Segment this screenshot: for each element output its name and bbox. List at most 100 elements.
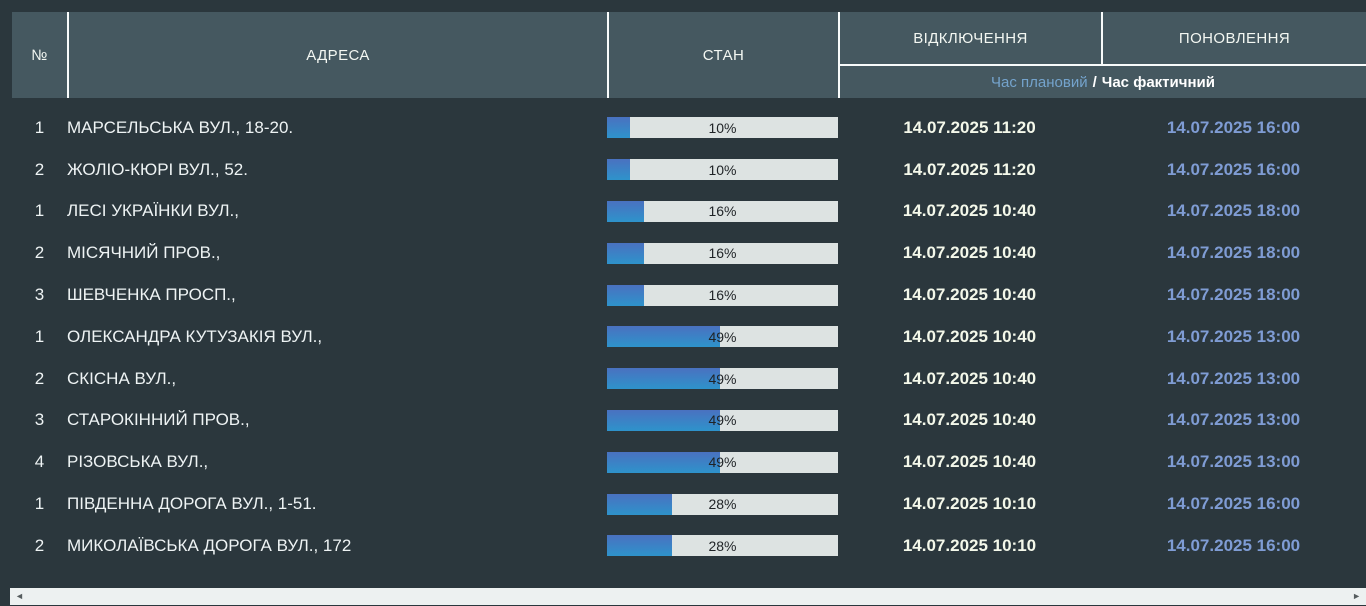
progress-fill <box>607 326 721 348</box>
subheader-time-legend: Час плановий / Час фактичний <box>840 66 1366 98</box>
outage-time: 14.07.2025 10:40 <box>902 285 1037 305</box>
column-divider <box>67 12 69 98</box>
table-row: 2 СКІСНА ВУЛ., 49% 14.07.2025 10:40 14.0… <box>0 358 1366 400</box>
table-row: 1 ПІВДЕННА ДОРОГА ВУЛ., 1-51. 28% 14.07.… <box>0 483 1366 525</box>
progress-label: 28% <box>708 496 737 513</box>
restore-time: 14.07.2025 13:00 <box>1166 410 1301 430</box>
progress-bar: 49% <box>607 409 838 431</box>
restore-time: 14.07.2025 16:00 <box>1166 159 1301 179</box>
row-number: 2 <box>34 243 45 263</box>
column-header-restore: ПОНОВЛЕННЯ <box>1178 29 1291 47</box>
progress-label: 49% <box>708 454 737 471</box>
progress-fill <box>607 159 631 181</box>
address-cell: РІЗОВСЬКА ВУЛ., <box>67 452 209 472</box>
progress-fill <box>607 535 672 557</box>
progress-fill <box>607 117 631 139</box>
row-number: 2 <box>34 159 45 179</box>
address-cell: ШЕВЧЕНКА ПРОСП., <box>67 285 236 305</box>
progress-bar: 28% <box>607 535 838 557</box>
subheader-divider <box>838 64 1366 66</box>
table-row: 1 ЛЕСІ УКРАЇНКИ ВУЛ., 16% 14.07.2025 10:… <box>0 191 1366 233</box>
restore-time: 14.07.2025 13:00 <box>1166 326 1301 346</box>
address-cell: МИКОЛАЇВСЬКА ДОРОГА ВУЛ., 172 <box>67 535 352 555</box>
outage-time: 14.07.2025 10:40 <box>902 452 1037 472</box>
progress-label: 16% <box>708 203 737 220</box>
outage-time: 14.07.2025 11:20 <box>903 117 1036 137</box>
address-cell: ЛЕСІ УКРАЇНКИ ВУЛ., <box>67 201 239 221</box>
table-row: 1 МАРСЕЛЬСЬКА ВУЛ., 18-20. 10% 14.07.202… <box>0 107 1366 149</box>
address-cell: СКІСНА ВУЛ., <box>67 368 177 388</box>
progress-fill <box>607 368 721 390</box>
column-header-state: СТАН <box>702 46 745 64</box>
state-cell: 28% <box>607 535 838 557</box>
progress-bar: 10% <box>607 159 838 181</box>
horizontal-scrollbar[interactable]: ◄ ► <box>10 588 1366 605</box>
outage-time: 14.07.2025 10:40 <box>902 326 1037 346</box>
progress-bar: 49% <box>607 368 838 390</box>
row-number: 1 <box>34 117 45 137</box>
outage-time: 14.07.2025 10:10 <box>902 535 1037 555</box>
progress-bar: 49% <box>607 451 838 473</box>
progress-fill <box>607 242 644 264</box>
progress-fill <box>607 284 644 306</box>
restore-time: 14.07.2025 16:00 <box>1166 535 1301 555</box>
address-cell: ПІВДЕННА ДОРОГА ВУЛ., 1-51. <box>67 494 317 514</box>
column-header-number: № <box>31 46 48 64</box>
progress-bar: 16% <box>607 242 838 264</box>
table-row: 2 ЖОЛІО-КЮРІ ВУЛ., 52. 10% 14.07.2025 11… <box>0 149 1366 191</box>
scroll-right-icon[interactable]: ► <box>1352 591 1361 601</box>
actual-time-label: Час фактичний <box>1101 73 1215 91</box>
restore-time: 14.07.2025 18:00 <box>1166 243 1301 263</box>
planned-time-label: Час плановий <box>991 73 1088 91</box>
column-divider <box>838 12 840 98</box>
progress-label: 49% <box>708 370 737 387</box>
table-row: 3 СТАРОКІННИЙ ПРОВ., 49% 14.07.2025 10:4… <box>0 400 1366 442</box>
progress-bar: 10% <box>607 117 838 139</box>
state-cell: 10% <box>607 159 838 181</box>
progress-label: 10% <box>708 119 737 136</box>
row-number: 3 <box>34 410 45 430</box>
row-number: 1 <box>34 494 45 514</box>
progress-label: 28% <box>708 537 737 554</box>
restore-time: 14.07.2025 18:00 <box>1166 285 1301 305</box>
state-cell: 49% <box>607 409 838 431</box>
progress-label: 16% <box>708 287 737 304</box>
state-cell: 49% <box>607 451 838 473</box>
column-header-address: АДРЕСА <box>306 46 370 64</box>
state-cell: 49% <box>607 368 838 390</box>
row-number: 1 <box>34 201 45 221</box>
progress-bar: 28% <box>607 493 838 515</box>
restore-time: 14.07.2025 16:00 <box>1166 494 1301 514</box>
outage-time: 14.07.2025 10:10 <box>902 494 1037 514</box>
state-cell: 16% <box>607 200 838 222</box>
address-cell: ЖОЛІО-КЮРІ ВУЛ., 52. <box>67 159 248 179</box>
table-row: 4 РІЗОВСЬКА ВУЛ., 49% 14.07.2025 10:40 1… <box>0 441 1366 483</box>
restore-time: 14.07.2025 13:00 <box>1166 452 1301 472</box>
row-number: 2 <box>34 535 45 555</box>
progress-label: 49% <box>708 412 737 429</box>
progress-bar: 16% <box>607 284 838 306</box>
state-cell: 28% <box>607 493 838 515</box>
table-header: № АДРЕСА СТАН ВІДКЛЮЧЕННЯ ПОНОВЛЕННЯ Час… <box>12 12 1366 98</box>
state-cell: 10% <box>607 117 838 139</box>
progress-fill <box>607 451 721 473</box>
scroll-left-icon[interactable]: ◄ <box>15 591 24 601</box>
outage-time: 14.07.2025 10:40 <box>902 243 1037 263</box>
progress-fill <box>607 493 672 515</box>
progress-fill <box>607 200 644 222</box>
restore-time: 14.07.2025 13:00 <box>1166 368 1301 388</box>
outage-time: 14.07.2025 10:40 <box>902 201 1037 221</box>
address-cell: МІСЯЧНИЙ ПРОВ., <box>67 243 221 263</box>
row-number: 3 <box>34 285 45 305</box>
column-header-outage: ВІДКЛЮЧЕННЯ <box>913 29 1028 47</box>
progress-bar: 16% <box>607 200 838 222</box>
outage-time: 14.07.2025 11:20 <box>903 159 1036 179</box>
state-cell: 16% <box>607 284 838 306</box>
table-row: 1 ОЛЕКСАНДРА КУТУЗАКІЯ ВУЛ., 49% 14.07.2… <box>0 316 1366 358</box>
restore-time: 14.07.2025 18:00 <box>1166 201 1301 221</box>
row-number: 2 <box>34 368 45 388</box>
table-row: 2 МИКОЛАЇВСЬКА ДОРОГА ВУЛ., 172 28% 14.0… <box>0 525 1366 567</box>
progress-fill <box>607 409 721 431</box>
outage-time: 14.07.2025 10:40 <box>902 410 1037 430</box>
table-row: 2 МІСЯЧНИЙ ПРОВ., 16% 14.07.2025 10:40 1… <box>0 232 1366 274</box>
